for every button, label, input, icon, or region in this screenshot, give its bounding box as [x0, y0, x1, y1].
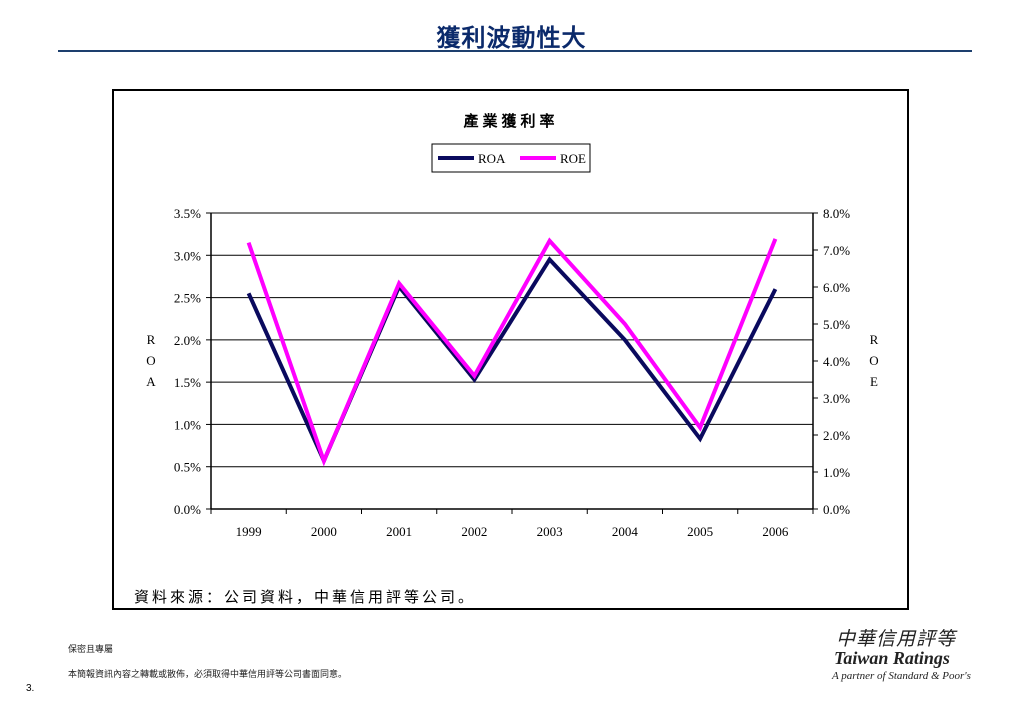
series-line-roe — [246, 237, 778, 467]
x-tick-label: 2000 — [311, 524, 337, 539]
left-tick-label: 2.5% — [174, 291, 201, 306]
x-tick-label: 2004 — [612, 524, 639, 539]
title-divider — [58, 50, 972, 52]
right-tick-label: 2.0% — [823, 428, 850, 443]
left-tick-label: 0.5% — [174, 460, 201, 475]
right-tick-label: 0.0% — [823, 502, 850, 517]
left-axis-title-letter: R — [147, 332, 156, 347]
right-tick-label: 6.0% — [823, 280, 850, 295]
x-tick-label: 1999 — [236, 524, 262, 539]
right-tick-label: 5.0% — [823, 317, 850, 332]
logo-chinese-text: 中華信用評等 — [836, 628, 957, 650]
right-axis-title-letter: O — [869, 353, 878, 368]
left-axis-title-letter: A — [146, 374, 156, 389]
right-tick-label: 7.0% — [823, 243, 850, 258]
legend-label-roe: ROE — [560, 151, 586, 166]
chart-frame: 產業獲利率 ROA ROE 0.0% 0.5% 1.0% 1.5% 2.0% 2.5% 3.0% 3… — [112, 89, 909, 610]
company-logo: 中華信用評等 Taiwan Ratings A partner of Stand… — [826, 622, 986, 686]
left-axis-title-letter: O — [146, 353, 155, 368]
right-tick-label: 8.0% — [823, 206, 850, 221]
right-tick-label: 4.0% — [823, 354, 850, 369]
right-axis-title-letter: E — [870, 374, 878, 389]
x-tick-label: 2003 — [537, 524, 563, 539]
left-tick-label: 2.0% — [174, 333, 201, 348]
left-tick-label: 1.5% — [174, 375, 201, 390]
x-tick-label: 2006 — [762, 524, 789, 539]
logo-english-text: Taiwan Ratings — [834, 648, 950, 668]
x-tick-label: 2005 — [687, 524, 713, 539]
left-tick-label: 3.5% — [174, 206, 201, 221]
right-tick-label: 3.0% — [823, 391, 850, 406]
slide-title: 獲利波動性大 — [436, 24, 587, 52]
logo-partner-text: A partner of Standard & Poor's — [832, 670, 971, 682]
left-tick-label: 1.0% — [174, 417, 201, 432]
left-tick-label: 3.0% — [174, 248, 201, 263]
right-axis-title-letter: R — [870, 332, 879, 347]
legend-label-roa: ROA — [478, 151, 506, 166]
footer-notice: 本簡報資訊內容之轉載或散佈，必須取得中華信用評等公司書面同意。 — [68, 670, 348, 680]
footer-confidential: 保密且專屬 — [68, 645, 114, 655]
source-note: 資料來源：公司資料，中華信用評等公司。 — [134, 588, 477, 606]
x-tick-label: 2002 — [461, 524, 487, 539]
chart-title: 產業獲利率 — [462, 112, 558, 130]
right-tick-label: 1.0% — [823, 465, 850, 480]
x-tick-label: 2001 — [386, 524, 412, 539]
page-number: 3. — [26, 683, 35, 694]
series-line-roa — [246, 256, 778, 466]
left-tick-label: 0.0% — [174, 502, 201, 517]
